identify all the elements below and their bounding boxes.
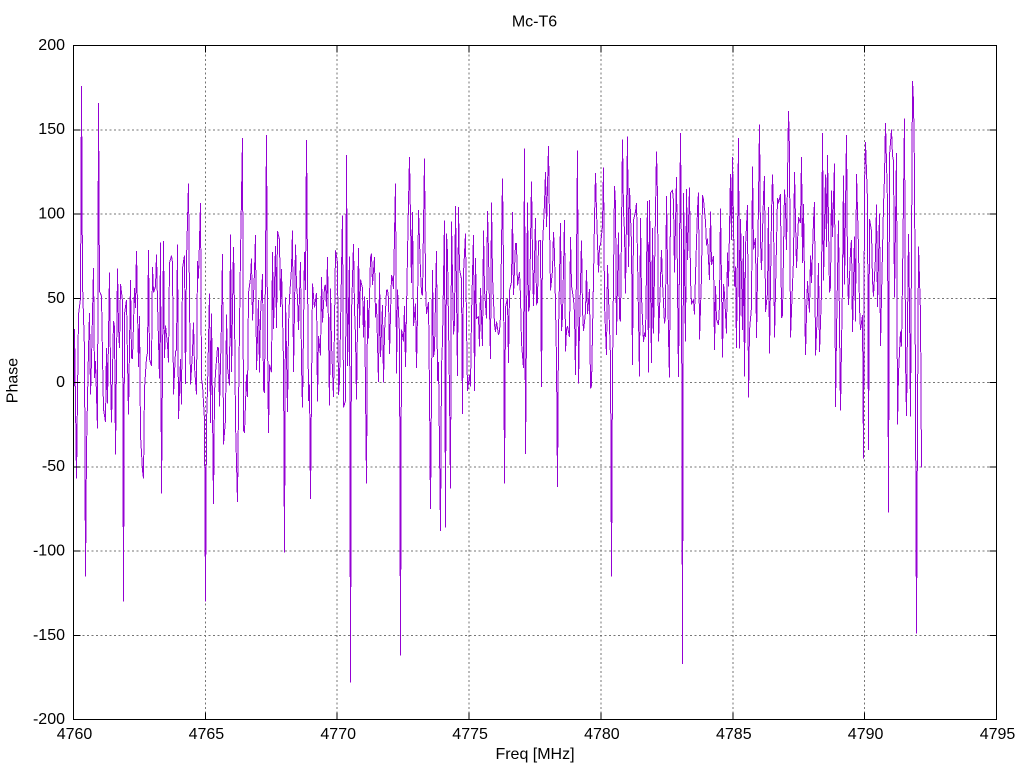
svg-text:-150: -150: [33, 627, 65, 644]
svg-text:100: 100: [38, 206, 65, 223]
svg-text:4775: 4775: [452, 726, 488, 743]
svg-text:-50: -50: [42, 458, 65, 475]
svg-text:50: 50: [47, 290, 65, 307]
svg-text:Mc-T6: Mc-T6: [512, 14, 557, 31]
svg-text:4795: 4795: [980, 726, 1016, 743]
svg-text:-100: -100: [33, 543, 65, 560]
svg-text:Phase: Phase: [5, 358, 22, 403]
svg-text:4770: 4770: [320, 726, 356, 743]
svg-text:Freq [MHz]: Freq [MHz]: [495, 746, 574, 763]
svg-text:200: 200: [38, 37, 65, 54]
svg-text:4760: 4760: [57, 726, 93, 743]
svg-text:0: 0: [56, 374, 65, 391]
svg-text:-200: -200: [33, 711, 65, 728]
svg-text:4780: 4780: [584, 726, 620, 743]
svg-text:4765: 4765: [189, 726, 225, 743]
svg-text:150: 150: [38, 121, 65, 138]
svg-text:4785: 4785: [716, 726, 752, 743]
svg-text:4790: 4790: [848, 726, 884, 743]
